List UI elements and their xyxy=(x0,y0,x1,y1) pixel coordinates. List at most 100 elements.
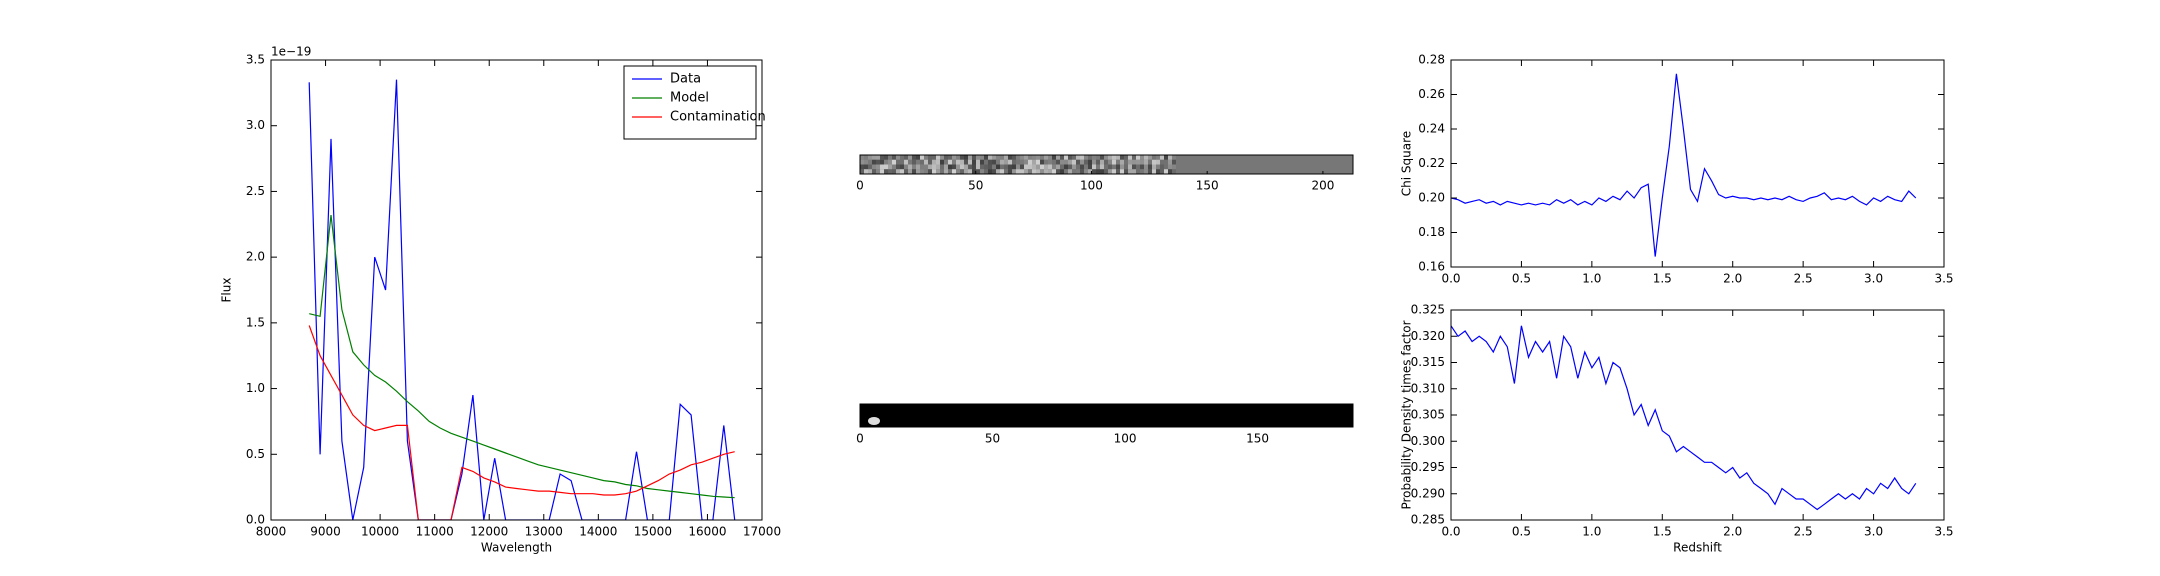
image-pixel xyxy=(1052,159,1056,165)
image-pixel xyxy=(940,169,944,174)
x-tick-label: 12000 xyxy=(470,525,508,539)
image-pixel xyxy=(960,155,964,160)
image-pixel xyxy=(1136,155,1140,160)
image-pixel xyxy=(904,164,908,170)
x-axis-label: Wavelength xyxy=(481,541,552,555)
image-pixel xyxy=(1148,159,1152,165)
y-tick-label: 3.0 xyxy=(246,118,265,132)
image-pixel xyxy=(1056,169,1060,174)
x-tick-label: 1.5 xyxy=(1653,272,1672,286)
image-pixel xyxy=(1132,169,1136,174)
image-pixel xyxy=(1044,169,1048,174)
image-pixel xyxy=(1036,155,1040,160)
image-pixel xyxy=(976,159,980,165)
y-tick-label: 0.16 xyxy=(1418,260,1445,274)
image-pixel xyxy=(1092,164,1096,170)
image-pixel xyxy=(1128,169,1132,174)
y-tick-label: 2.0 xyxy=(246,250,265,264)
image-pixel xyxy=(944,169,948,174)
image-pixel xyxy=(896,159,900,165)
image-pixel xyxy=(1052,169,1056,174)
image-pixel xyxy=(1020,155,1024,160)
image-pixel xyxy=(1152,164,1156,170)
y-tick-label: 0.295 xyxy=(1411,460,1445,474)
image-pixel xyxy=(928,164,932,170)
y-axis-label: Chi Square xyxy=(1400,131,1414,196)
image-pixel xyxy=(1016,155,1020,160)
image-pixel xyxy=(1140,164,1144,170)
x-tick-label: 1.0 xyxy=(1582,272,1601,286)
image-pixel xyxy=(1168,159,1172,165)
image-pixel xyxy=(972,159,976,165)
image-pixel xyxy=(976,164,980,170)
image-pixel xyxy=(876,164,880,170)
image-spot xyxy=(868,417,880,425)
image-pixel xyxy=(1008,155,1012,160)
x-tick-label: 0.5 xyxy=(1512,272,1531,286)
image-pixel xyxy=(992,169,996,174)
y-tick-label: 0.315 xyxy=(1411,355,1445,369)
image-pixel xyxy=(860,169,864,174)
image-pixel xyxy=(1056,164,1060,170)
image-pixel xyxy=(868,169,872,174)
image-pixel xyxy=(984,159,988,165)
image-pixel xyxy=(940,164,944,170)
image-pixel xyxy=(888,169,892,174)
image-pixel xyxy=(888,164,892,170)
image-pixel xyxy=(1068,159,1072,165)
image-pixel xyxy=(1016,164,1020,170)
image-pixel xyxy=(1124,155,1128,160)
image-pixel xyxy=(992,164,996,170)
x-tick-label: 1.5 xyxy=(1653,525,1672,539)
image-pixel xyxy=(1128,155,1132,160)
image-pixel xyxy=(1144,169,1148,174)
axes-frame xyxy=(270,59,763,521)
image-pixel xyxy=(952,159,956,165)
image-pixel xyxy=(920,159,924,165)
image-pixel xyxy=(1112,169,1116,174)
image-pixel xyxy=(1080,164,1084,170)
image-pixel xyxy=(1060,169,1064,174)
x-tick-label: 14000 xyxy=(579,525,617,539)
image-pixel xyxy=(1084,164,1088,170)
image-pixel xyxy=(888,159,892,165)
image-pixel xyxy=(1076,155,1080,160)
image-pixel xyxy=(956,169,960,174)
data-line xyxy=(309,215,735,499)
image-pixel xyxy=(916,169,920,174)
y-tick-label: 0.320 xyxy=(1411,329,1445,343)
image-pixel xyxy=(972,155,976,160)
data-line xyxy=(1451,325,1917,511)
image-pixel xyxy=(960,159,964,165)
image-pixel xyxy=(896,155,900,160)
image-pixel xyxy=(1148,155,1152,160)
image-pixel xyxy=(1076,169,1080,174)
x-tick-label: 0.0 xyxy=(1441,525,1460,539)
image-pixel xyxy=(908,164,912,170)
image-pixel xyxy=(936,164,940,170)
image-pixel xyxy=(1168,164,1172,170)
image-pixel xyxy=(1064,169,1068,174)
image-pixel xyxy=(1020,164,1024,170)
image-pixel xyxy=(988,159,992,165)
image-pixel xyxy=(972,164,976,170)
image-pixel xyxy=(1072,169,1076,174)
image-pixel xyxy=(1036,169,1040,174)
x-tick-label: 2.5 xyxy=(1794,272,1813,286)
x-tick-label: 3.0 xyxy=(1864,525,1883,539)
image-pixel xyxy=(1160,164,1164,170)
image-pixel xyxy=(880,159,884,165)
image-pixel xyxy=(964,164,968,170)
image-pixel xyxy=(1044,164,1048,170)
image-pixel xyxy=(1008,164,1012,170)
image-pixel xyxy=(1124,159,1128,165)
image-pixel xyxy=(1004,164,1008,170)
image-pixel xyxy=(912,155,916,160)
legend-label: Data xyxy=(670,72,701,87)
image-pixel xyxy=(960,164,964,170)
image-pixel xyxy=(1028,159,1032,165)
image-pixel xyxy=(1092,169,1096,174)
x-tick-label: 9000 xyxy=(310,525,341,539)
x-tick-label: 8000 xyxy=(256,525,287,539)
image-pixel xyxy=(1152,169,1156,174)
